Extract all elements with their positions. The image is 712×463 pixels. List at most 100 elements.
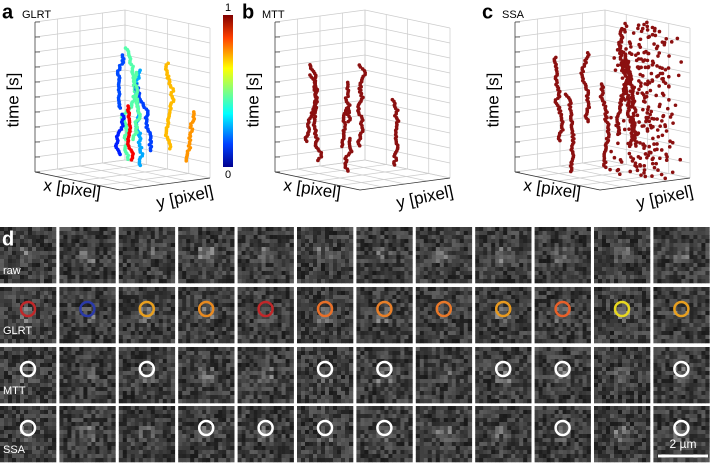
pixel	[194, 279, 199, 284]
pixel	[67, 307, 72, 312]
pixel	[130, 243, 136, 248]
box-line	[274, 84, 366, 98]
pixel	[475, 263, 480, 268]
pixel	[586, 251, 591, 256]
track-point	[621, 50, 626, 55]
pixel	[669, 275, 674, 280]
pixel	[150, 291, 156, 296]
pixel	[277, 307, 282, 312]
pixel	[368, 263, 373, 268]
track-point	[638, 37, 643, 42]
pixel	[562, 259, 567, 264]
pixel	[83, 243, 88, 248]
pixel	[562, 231, 567, 236]
pixel	[134, 311, 140, 316]
pixel	[388, 247, 393, 252]
pixel	[345, 275, 350, 280]
track-point	[624, 47, 628, 51]
pixel	[138, 323, 144, 328]
pixel	[103, 243, 108, 248]
pixel	[118, 259, 124, 264]
pixel	[158, 287, 164, 292]
pixel	[360, 279, 365, 284]
pixel	[79, 331, 84, 336]
pixel	[186, 287, 191, 292]
pixel	[40, 263, 45, 268]
pixel	[313, 339, 318, 344]
pixel	[178, 311, 183, 316]
pixel	[222, 339, 227, 344]
pixel	[261, 247, 266, 252]
pixel	[558, 267, 563, 272]
pixel	[48, 279, 53, 284]
track-point	[636, 26, 640, 31]
pixel	[610, 255, 615, 260]
track-point	[629, 52, 634, 57]
pixel	[206, 263, 211, 268]
pixel	[415, 239, 421, 244]
pixel	[237, 263, 242, 268]
pixel	[245, 247, 250, 252]
pixel	[475, 231, 480, 236]
pixel	[534, 263, 539, 268]
pixel	[364, 303, 369, 308]
pixel	[162, 291, 168, 296]
pixel	[431, 259, 437, 264]
pixel	[364, 259, 369, 264]
pixel	[281, 235, 286, 240]
pixel	[463, 275, 469, 280]
pixel	[59, 251, 64, 256]
pixel	[349, 255, 354, 260]
pixel	[202, 271, 207, 276]
pixel	[451, 251, 457, 256]
pixel	[138, 267, 144, 272]
pixel	[638, 259, 643, 264]
pixel	[562, 263, 567, 268]
pixel	[341, 243, 346, 248]
pixel	[118, 231, 124, 236]
pixel	[642, 243, 647, 248]
pixel	[214, 263, 219, 268]
pixel	[162, 303, 168, 308]
pixel	[107, 235, 112, 240]
pixel	[542, 263, 547, 268]
pixel	[249, 319, 254, 324]
pixel	[419, 235, 425, 240]
pixel	[198, 239, 203, 244]
pixel	[305, 243, 310, 248]
pixel	[463, 243, 469, 248]
pixel	[534, 267, 539, 272]
pixel	[245, 255, 250, 260]
pixel	[103, 319, 108, 324]
pixel	[111, 271, 116, 276]
pixel	[190, 323, 195, 328]
pixel	[59, 287, 64, 292]
pixel	[396, 239, 401, 244]
pixel	[28, 235, 33, 240]
pixel	[99, 299, 104, 304]
pixel	[534, 239, 539, 244]
pixel	[273, 315, 278, 320]
pixel	[202, 243, 207, 248]
pixel	[614, 271, 619, 276]
pixel	[463, 263, 469, 268]
pixel	[154, 331, 160, 336]
pixel	[618, 275, 623, 280]
pixel	[190, 251, 195, 256]
pixel	[4, 319, 9, 324]
pixel	[404, 227, 409, 232]
pixel	[566, 279, 571, 284]
pixel	[400, 235, 405, 240]
pixel	[349, 307, 354, 312]
pixel	[253, 323, 258, 328]
pixel	[423, 243, 429, 248]
pixel	[202, 231, 207, 236]
pixel	[186, 295, 191, 300]
pixel	[630, 231, 635, 236]
pixel	[71, 311, 76, 316]
pixel	[673, 235, 678, 240]
box-line	[274, 39, 366, 53]
pixel	[87, 227, 92, 232]
pixel	[289, 299, 294, 304]
track-point	[166, 61, 170, 66]
